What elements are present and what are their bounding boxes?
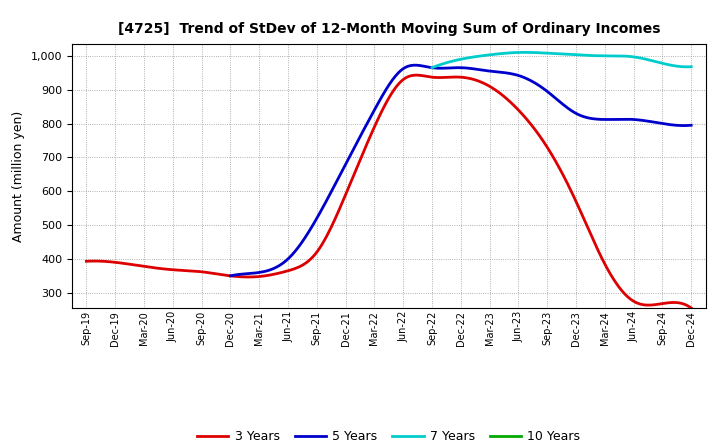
Legend: 3 Years, 5 Years, 7 Years, 10 Years: 3 Years, 5 Years, 7 Years, 10 Years (192, 425, 585, 440)
Title: [4725]  Trend of StDev of 12-Month Moving Sum of Ordinary Incomes: [4725] Trend of StDev of 12-Month Moving… (117, 22, 660, 36)
Y-axis label: Amount (million yen): Amount (million yen) (12, 110, 25, 242)
